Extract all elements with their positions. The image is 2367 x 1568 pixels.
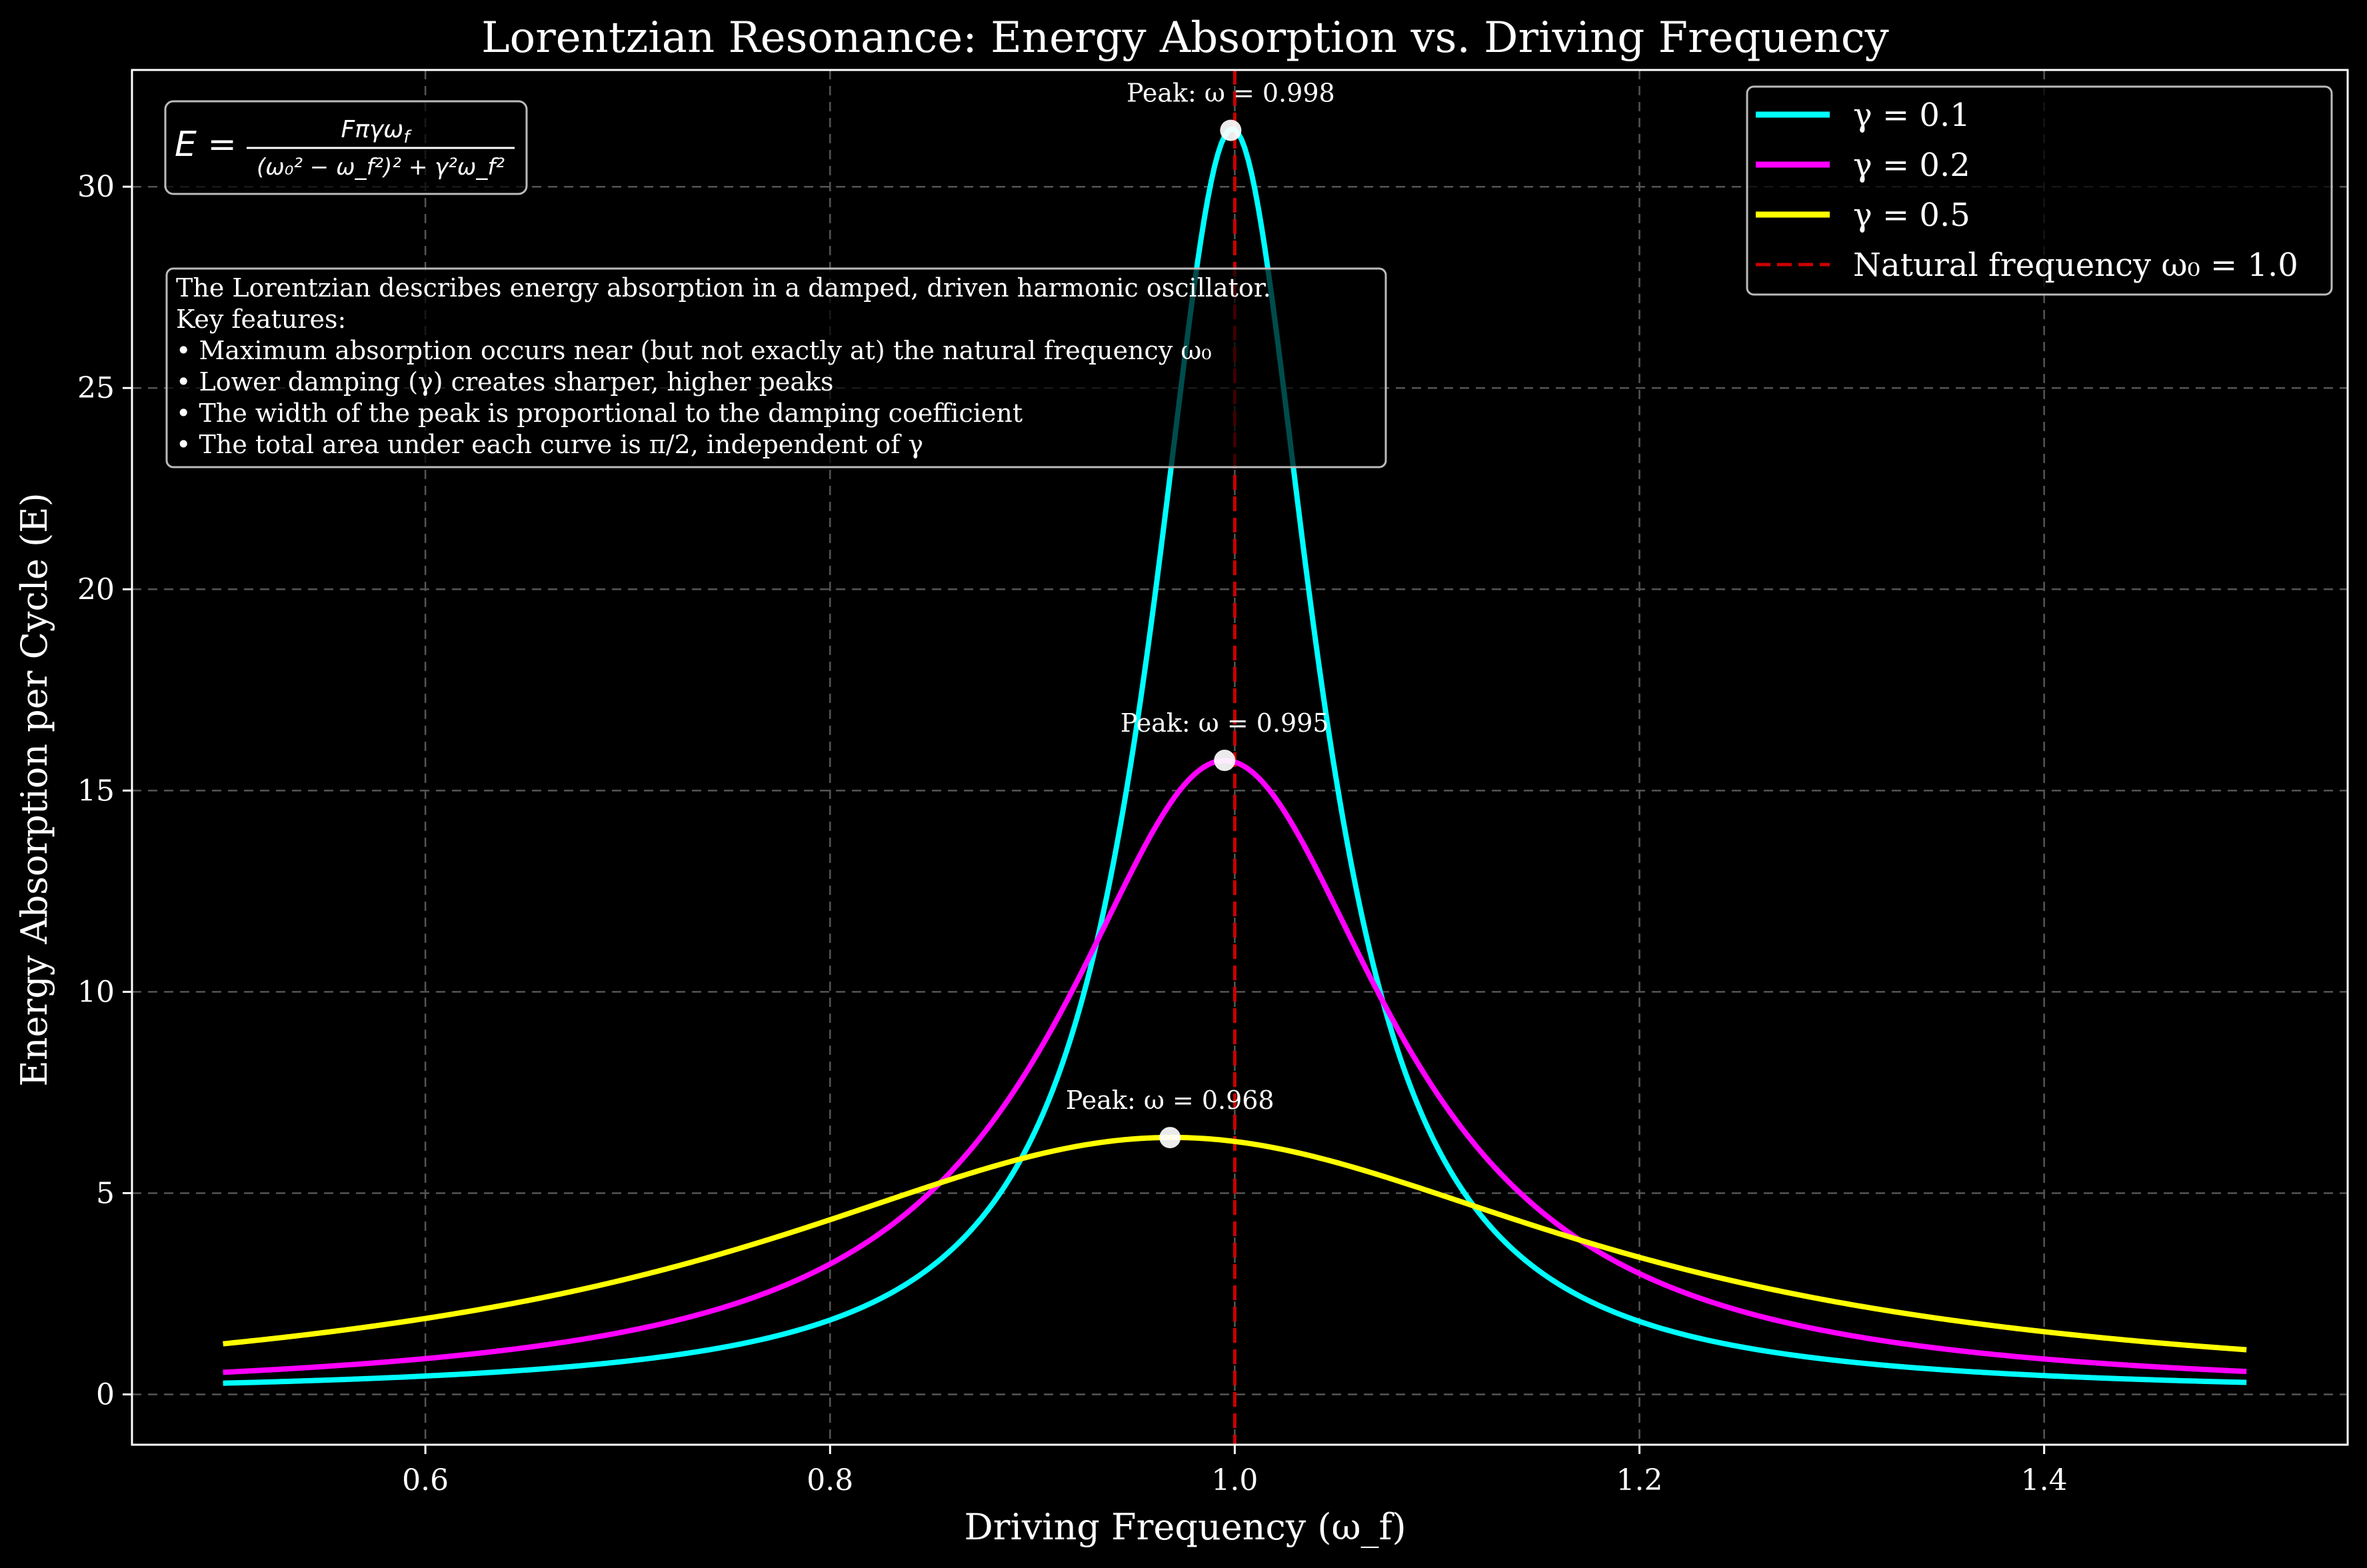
- legend-frame: [1746, 85, 2333, 296]
- info-line: • Lower damping (γ) creates sharper, hig…: [176, 367, 834, 396]
- y-tick-label: 20: [77, 572, 115, 606]
- x-tick-label: 0.8: [807, 1463, 853, 1497]
- peak-label: Peak: ω = 0.998: [1127, 79, 1335, 108]
- x-tick-label: 1.0: [1211, 1463, 1258, 1497]
- plot-frame: [131, 69, 2349, 1446]
- chart-title: Lorentzian Resonance: Energy Absorption …: [481, 13, 1889, 63]
- y-tick-label: 0: [96, 1377, 115, 1411]
- info-line: The Lorentzian describes energy absorpti…: [176, 273, 1271, 303]
- legend-label: γ = 0.1: [1853, 97, 1970, 134]
- info-box: The Lorentzian describes energy absorpti…: [165, 267, 1387, 468]
- legend-label: γ = 0.5: [1853, 197, 1970, 234]
- info-line: • Maximum absorption occurs near (but no…: [176, 336, 1212, 365]
- y-tick-label: 10: [77, 975, 115, 1009]
- peak-label: Peak: ω = 0.968: [1066, 1086, 1274, 1115]
- axis-ticks: 0.6 0.8 1.0 1.2 1.4 0 5 10 15 20 25 30: [77, 170, 2068, 1497]
- info-line: • The total area under each curve is π/2…: [176, 430, 923, 459]
- formula-numerator: Fπγωf: [341, 116, 413, 147]
- info-box-frame: [165, 267, 1387, 468]
- peak-marker: [1214, 750, 1236, 772]
- y-tick-label: 30: [77, 170, 115, 204]
- x-axis-label: Driving Frequency (ω_f): [964, 1506, 1406, 1548]
- peak-marker: [1220, 119, 1242, 141]
- formula-lhs: E =: [175, 125, 237, 165]
- x-tick-label: 1.2: [1616, 1463, 1663, 1497]
- y-tick-label: 25: [77, 371, 115, 405]
- legend-label: γ = 0.2: [1853, 147, 1970, 184]
- x-tick-label: 1.4: [2021, 1463, 2068, 1497]
- series-line: [223, 1134, 2247, 1353]
- y-axis-label: Energy Absorption per Cycle (E): [13, 492, 55, 1086]
- legend-label: Natural frequency ω₀ = 1.0: [1853, 247, 2298, 284]
- peak-label: Peak: ω = 0.995: [1121, 708, 1329, 738]
- y-tick-label: 5: [96, 1176, 115, 1210]
- peak-markers: Peak: ω = 0.998 Peak: ω = 0.995 Peak: ω = …: [1066, 79, 1335, 1149]
- x-tick-label: 0.6: [402, 1463, 449, 1497]
- y-tick-label: 15: [77, 774, 115, 808]
- formula-denominator: (ω₀² − ω_f²)² + γ²ω_f²: [257, 154, 505, 181]
- legend: γ = 0.1 γ = 0.2 γ = 0.5 Natural frequency ω…: [1746, 85, 2333, 296]
- info-line: • The width of the peak is proportional …: [176, 398, 1023, 428]
- info-line: Key features:: [176, 305, 346, 334]
- peak-marker: [1159, 1127, 1181, 1149]
- formula-box: E = Fπγωf (ω₀² − ω_f²)² + γ²ω_f²: [164, 100, 528, 195]
